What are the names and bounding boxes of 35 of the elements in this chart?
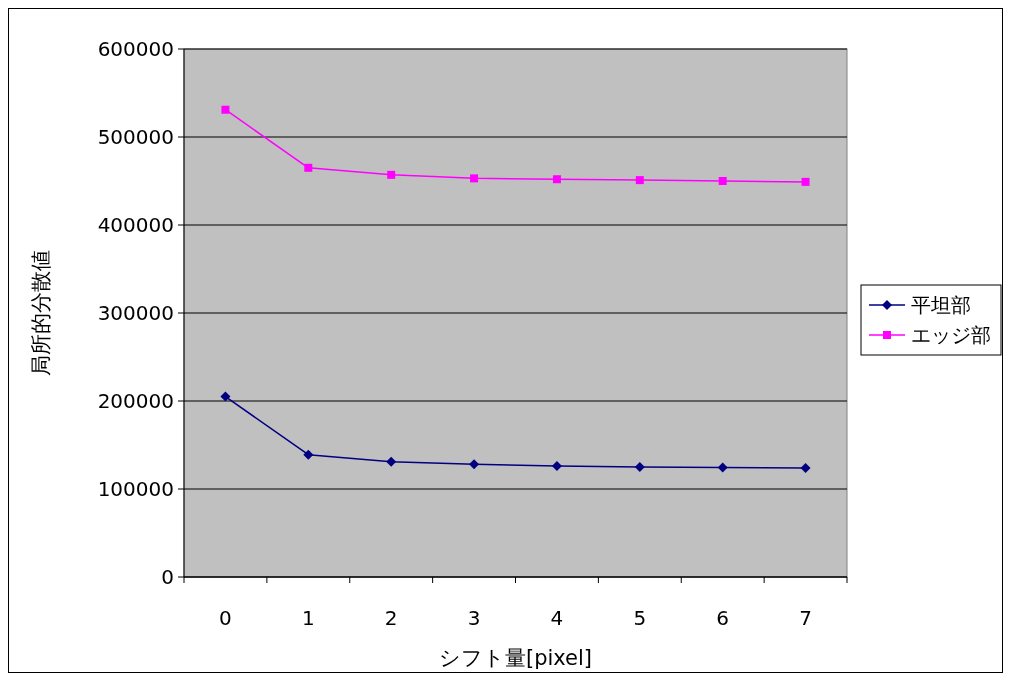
point (303, 449, 314, 460)
y-tick-label: 400000 (97, 213, 174, 237)
point (469, 459, 480, 470)
x-tick-label: 1 (301, 606, 315, 630)
point (718, 177, 727, 185)
x-tick-label: 7 (799, 606, 812, 630)
x-tick-label: 0 (219, 606, 232, 630)
y-axis-title: 局所的分散値 (29, 250, 53, 376)
y-tick-label: 600000 (97, 37, 174, 61)
x-tick-label: 2 (384, 606, 398, 630)
point (386, 456, 397, 467)
point (387, 170, 396, 179)
point (221, 105, 230, 114)
point (634, 462, 645, 472)
point (800, 462, 811, 473)
point (717, 462, 728, 473)
point (635, 176, 644, 185)
point (304, 163, 313, 172)
y-tick-label: 100000 (97, 477, 174, 501)
x-tick-label: 6 (716, 606, 730, 630)
point (220, 391, 231, 402)
x-tick-label: 4 (550, 606, 564, 630)
point (552, 175, 561, 184)
x-axis-title: シフト量[pixel] (438, 646, 593, 670)
y-tick-label: 500000 (97, 125, 174, 149)
point (551, 461, 562, 472)
point (470, 174, 479, 183)
x-tick-label: 5 (633, 606, 647, 630)
x-tick-label: 3 (467, 606, 481, 630)
point (801, 177, 810, 186)
y-tick-label: 300000 (97, 301, 174, 325)
y-tick-label: 200000 (97, 389, 174, 413)
y-tick-label: 0 (161, 565, 174, 589)
legend-label: エッジ部 (911, 323, 991, 347)
legend-label: 平坦部 (911, 293, 971, 317)
